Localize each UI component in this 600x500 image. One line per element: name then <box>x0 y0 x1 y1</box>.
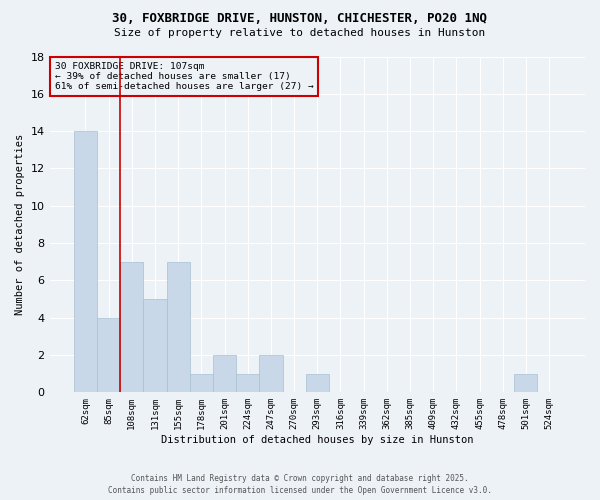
Y-axis label: Number of detached properties: Number of detached properties <box>15 134 25 315</box>
Text: 30 FOXBRIDGE DRIVE: 107sqm
← 39% of detached houses are smaller (17)
61% of semi: 30 FOXBRIDGE DRIVE: 107sqm ← 39% of deta… <box>55 62 314 92</box>
Bar <box>259 355 283 393</box>
Bar <box>167 262 190 392</box>
Bar <box>143 299 167 392</box>
Bar <box>213 355 236 393</box>
Text: 30, FOXBRIDGE DRIVE, HUNSTON, CHICHESTER, PO20 1NQ: 30, FOXBRIDGE DRIVE, HUNSTON, CHICHESTER… <box>113 12 487 26</box>
X-axis label: Distribution of detached houses by size in Hunston: Distribution of detached houses by size … <box>161 435 473 445</box>
Bar <box>74 131 97 392</box>
Bar <box>190 374 213 392</box>
Bar <box>305 374 329 392</box>
Bar <box>236 374 259 392</box>
Text: Contains HM Land Registry data © Crown copyright and database right 2025.
Contai: Contains HM Land Registry data © Crown c… <box>108 474 492 495</box>
Bar <box>97 318 120 392</box>
Text: Size of property relative to detached houses in Hunston: Size of property relative to detached ho… <box>115 28 485 38</box>
Bar <box>120 262 143 392</box>
Bar <box>514 374 538 392</box>
